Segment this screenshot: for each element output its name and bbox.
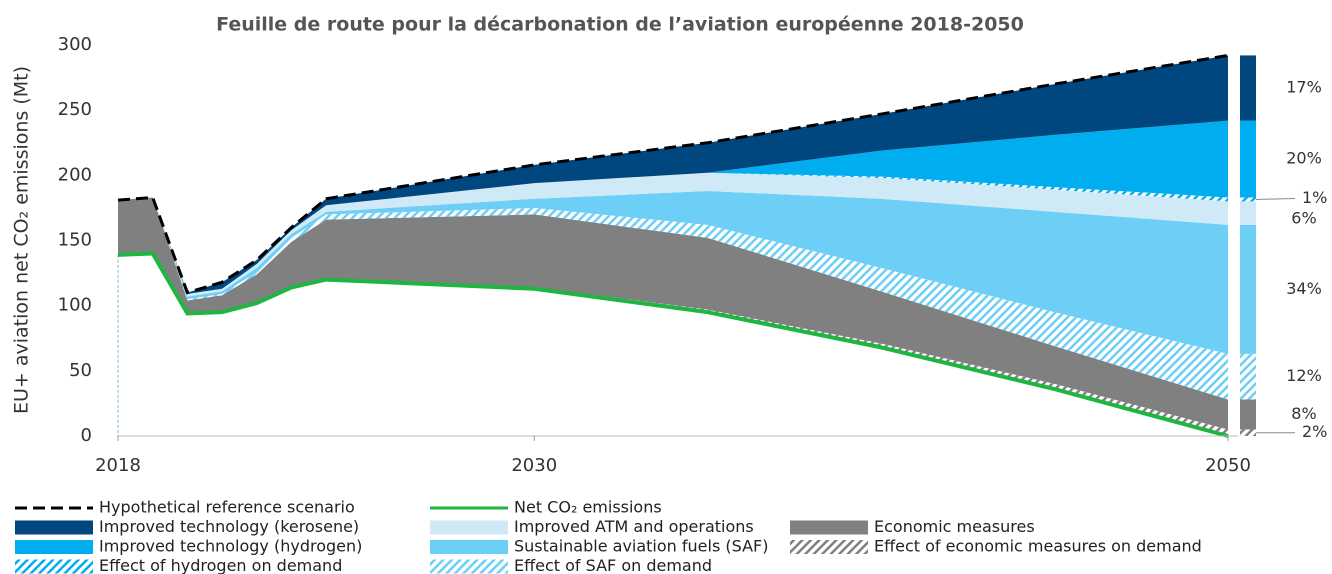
y-axis-label: EU+ aviation net CO₂ emissions (Mt)	[11, 66, 33, 414]
share-label: 6%	[1291, 209, 1316, 228]
y-tick-label: 150	[58, 230, 92, 251]
legend-label: Net CO₂ emissions	[514, 498, 662, 517]
share-bar	[1240, 353, 1256, 400]
area	[118, 172, 1228, 297]
series-line	[117, 251, 1229, 438]
y-tick-label: 200	[58, 164, 92, 185]
legend-swatch	[790, 520, 868, 535]
x-tick-label: 2018	[95, 455, 141, 476]
share-bar	[1240, 55, 1256, 121]
series-line	[117, 53, 1229, 295]
share-label: 2%	[1302, 422, 1327, 441]
legend-swatch	[15, 520, 93, 535]
share-label: 12%	[1286, 366, 1322, 385]
x-tick-label: 2050	[1205, 455, 1251, 476]
legend-swatch	[15, 540, 93, 554]
legend-label: Improved technology (hydrogen)	[99, 537, 362, 556]
legend-label: Sustainable aviation fuels (SAF)	[514, 537, 768, 556]
legend-swatch	[430, 540, 508, 554]
share-label: 20%	[1286, 149, 1322, 168]
y-tick-label: 50	[69, 360, 92, 381]
share-bar	[1240, 197, 1256, 202]
area	[118, 55, 1228, 294]
chart-title: Feuille de route pour la décarbonation d…	[216, 14, 1024, 36]
legend-label: Improved technology (kerosene)	[99, 517, 359, 536]
legend-label: Effect of economic measures on demand	[874, 537, 1202, 556]
y-tick-label: 300	[58, 34, 92, 55]
share-label: 17%	[1286, 78, 1322, 97]
share-bar	[1240, 399, 1256, 430]
share-label: 34%	[1286, 279, 1322, 298]
legend-swatch	[15, 559, 93, 574]
legend-label: Hypothetical reference scenario	[99, 498, 355, 517]
legend-label: Economic measures	[874, 517, 1035, 536]
legend-swatch	[430, 559, 508, 574]
legend-label: Effect of hydrogen on demand	[99, 556, 342, 574]
y-tick-label: 250	[58, 99, 92, 120]
share-bar	[1240, 201, 1256, 225]
x-tick-label: 2030	[511, 455, 557, 476]
share-label: 1%	[1302, 188, 1327, 207]
legend-label: Effect of SAF on demand	[514, 556, 712, 574]
y-tick-label: 0	[81, 425, 92, 446]
share-bar	[1240, 429, 1256, 436]
legend-swatch	[790, 540, 868, 554]
area	[118, 190, 1228, 354]
share-label: 8%	[1291, 404, 1316, 423]
leader-line	[1255, 197, 1296, 200]
area	[118, 120, 1228, 294]
share-bar	[1240, 120, 1256, 198]
share-bar	[1240, 224, 1256, 354]
legend-swatch	[430, 520, 508, 535]
area	[118, 197, 1228, 430]
y-tick-label: 100	[58, 295, 92, 316]
legend-label: Improved ATM and operations	[514, 517, 754, 536]
